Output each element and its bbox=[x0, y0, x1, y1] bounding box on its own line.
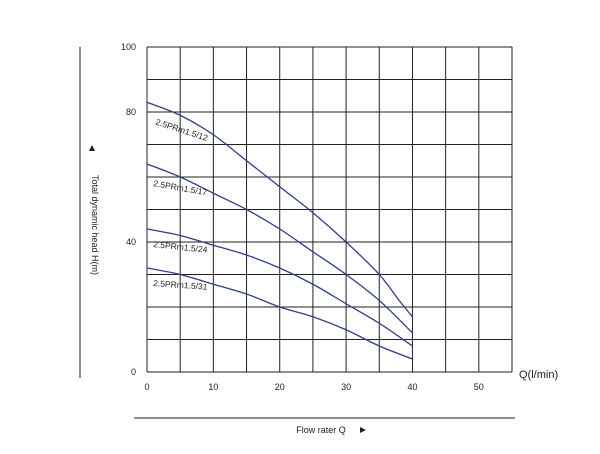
y-axis-arrow-icon bbox=[89, 145, 95, 151]
x-tick-label: 40 bbox=[407, 382, 417, 392]
x-unit-label: Q(l/min) bbox=[519, 369, 558, 381]
curve-4 bbox=[146, 267, 413, 360]
x-axis-arrow-icon bbox=[360, 427, 366, 433]
x-tick-label: 10 bbox=[208, 382, 218, 392]
y-axis-title: Total dynamic head H(m) bbox=[90, 175, 100, 275]
x-axis-title: Flow rater Q bbox=[296, 425, 346, 435]
chart-grid bbox=[146, 46, 513, 373]
y-tick-label: 40 bbox=[126, 237, 136, 247]
y-tick-label: 0 bbox=[131, 367, 136, 377]
curve-1 bbox=[146, 101, 413, 318]
curve-label-4: 2.5PRm1.5/31 bbox=[153, 278, 208, 292]
x-tick-label: 50 bbox=[474, 382, 484, 392]
curve-2 bbox=[146, 163, 413, 334]
x-tick-label: 30 bbox=[341, 382, 351, 392]
y-axis-title-group: Total dynamic head H(m) bbox=[90, 175, 100, 275]
x-tick-label: 20 bbox=[275, 382, 285, 392]
y-tick-labels: 0 40 80 100 bbox=[121, 42, 136, 377]
y-tick-label: 100 bbox=[121, 42, 136, 52]
y-tick-label: 80 bbox=[126, 107, 136, 117]
curve-3 bbox=[146, 228, 413, 347]
x-tick-labels: 0 10 20 30 40 50 bbox=[144, 382, 483, 392]
x-tick-label: 0 bbox=[144, 382, 149, 392]
curve-label-1: 2.5PRm1.5/12 bbox=[154, 117, 209, 143]
